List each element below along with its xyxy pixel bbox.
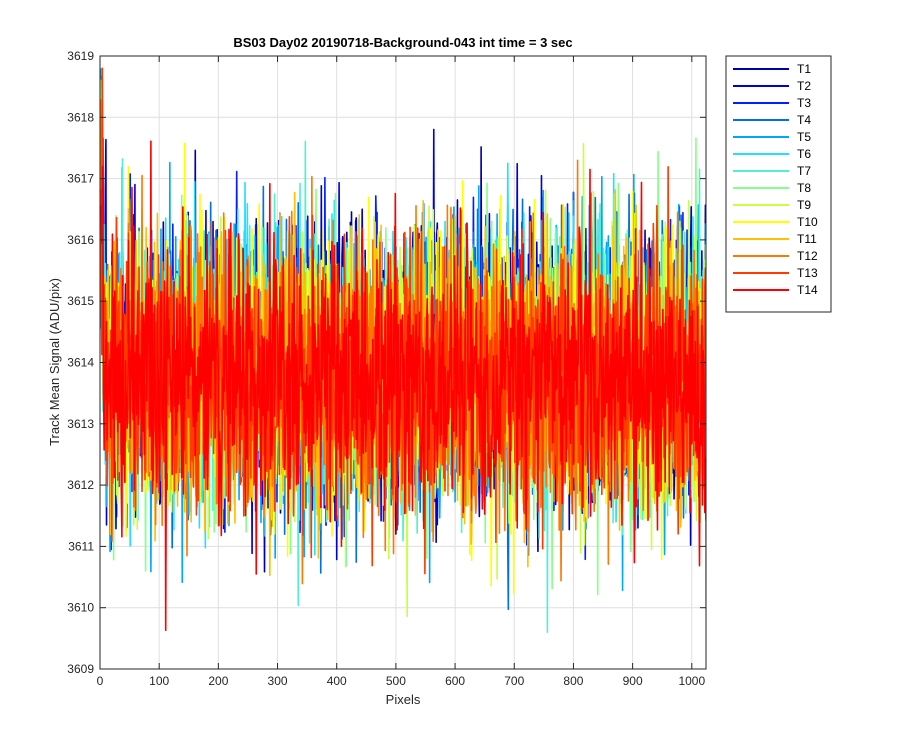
legend-item[interactable]: T8 [733,181,811,195]
y-tick-label: 3616 [67,233,94,247]
y-tick-label: 3617 [67,172,94,186]
x-tick-label: 200 [208,674,228,688]
legend-item[interactable]: T9 [733,198,811,212]
legend-label: T1 [797,62,811,76]
legend-label: T14 [797,283,818,297]
legend-item[interactable]: T3 [733,96,811,110]
legend-label: T3 [797,96,811,110]
x-axis-label: Pixels [386,692,421,707]
legend-label: T6 [797,147,811,161]
y-tick-label: 3618 [67,110,94,124]
x-tick-label: 800 [563,674,583,688]
x-tick-label: 100 [149,674,169,688]
legend-label: T9 [797,198,811,212]
legend[interactable]: T1 T2 T3 T4 T5 T6 T7 T8 T9 T10 T11 T12 T13 T14 [725,55,832,313]
legend-item[interactable]: T12 [733,249,818,263]
legend-item[interactable]: T4 [733,113,811,127]
y-axis-label: Track Mean Signal (ADU/pix) [47,278,62,446]
legend-item[interactable]: T11 [733,232,817,246]
series-lines [100,67,706,634]
legend-label: T13 [797,266,818,280]
legend-item[interactable]: T1 [733,62,811,76]
legend-label: T2 [797,79,811,93]
y-tick-label: 3613 [67,417,94,431]
legend-item[interactable]: T14 [733,283,818,297]
legend-label: T12 [797,249,818,263]
x-tick-label: 1000 [678,674,705,688]
y-tick-label: 3610 [67,601,94,615]
y-tick-label: 3615 [67,294,94,308]
legend-label: T4 [797,113,811,127]
x-axis-tick-labels: 0 100 200 300 400 500 600 700 800 900 1000 [97,674,706,688]
x-tick-label: 0 [97,674,104,688]
y-tick-label: 3612 [67,478,94,492]
x-tick-label: 400 [327,674,347,688]
legend-label: T11 [797,232,817,246]
legend-item[interactable]: T7 [733,164,811,178]
x-tick-label: 500 [386,674,406,688]
legend-item[interactable]: T13 [733,266,818,280]
chart-title: BS03 Day02 20190718-Background-043 int t… [233,35,572,50]
x-tick-label: 900 [623,674,643,688]
legend-item[interactable]: T5 [733,130,811,144]
y-tick-label: 3611 [68,539,94,553]
legend-label: T8 [797,181,811,195]
legend-item[interactable]: T2 [733,79,811,93]
x-tick-label: 600 [445,674,465,688]
legend-label: T5 [797,130,811,144]
series-line-t14 [100,140,706,632]
legend-item[interactable]: T10 [733,215,818,229]
y-tick-label: 3619 [67,49,94,63]
legend-box [725,55,832,313]
legend-label: T10 [797,215,818,229]
legend-item[interactable]: T6 [733,147,811,161]
x-tick-label: 300 [268,674,288,688]
legend-label: T7 [797,164,811,178]
y-tick-label: 3614 [67,356,94,370]
y-tick-label: 3609 [67,662,94,676]
y-axis-tick-labels: 3609 3610 3611 3612 3613 3614 3615 3616 3617 3618… [67,49,94,676]
axis-ticks [99,55,706,670]
x-tick-label: 700 [504,674,524,688]
